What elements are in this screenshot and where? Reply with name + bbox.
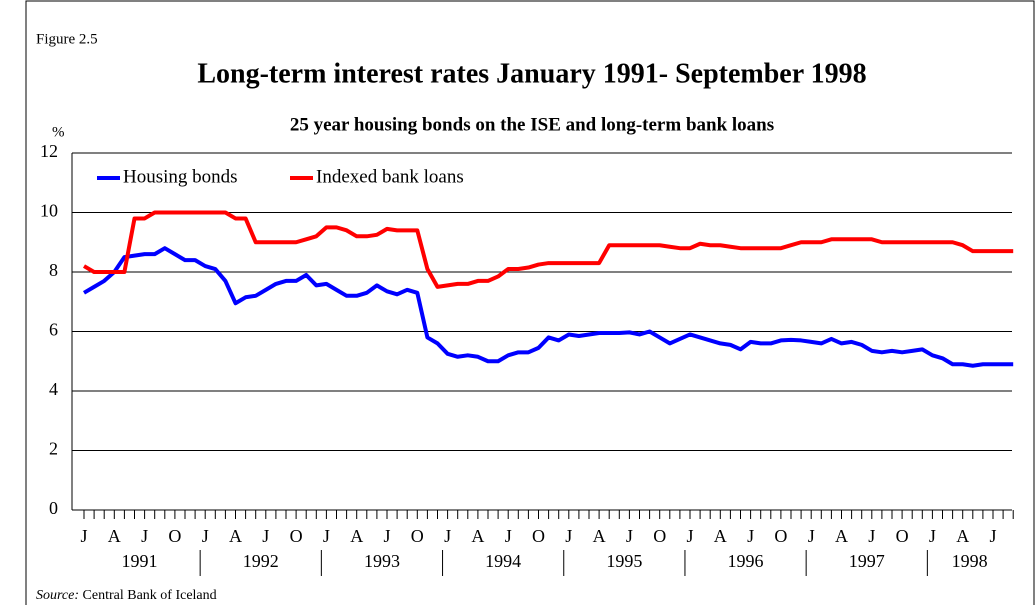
year-label: 1998: [952, 551, 988, 571]
x-tick-label: J: [323, 526, 330, 546]
y-tick-label: 2: [49, 439, 58, 459]
x-tick-label: O: [168, 526, 181, 546]
figure-label: Figure 2.5: [36, 31, 98, 47]
x-tick-label: J: [383, 526, 390, 546]
x-tick-label: A: [956, 526, 969, 546]
chart-title: Long-term interest rates January 1991- S…: [197, 58, 866, 89]
frame: [25, 0, 1035, 605]
x-tick-label: J: [868, 526, 875, 546]
x-tick-label: J: [444, 526, 451, 546]
year-label: 1997: [849, 551, 885, 571]
x-tick-label: O: [411, 526, 424, 546]
x-tick-label: J: [626, 526, 633, 546]
x-tick-label: J: [989, 526, 996, 546]
x-tick-label: J: [808, 526, 815, 546]
x-tick-label: J: [505, 526, 512, 546]
year-label: 1992: [243, 551, 279, 571]
y-tick-label: 8: [49, 260, 58, 280]
x-tick-label: O: [290, 526, 303, 546]
series-line: [82, 246, 1014, 368]
x-tick-label: J: [565, 526, 572, 546]
x-tick-label: J: [686, 526, 693, 546]
y-tick-label: 4: [49, 379, 58, 399]
year-label: 1994: [485, 551, 521, 571]
y-tick-label: 0: [49, 498, 58, 518]
source-label: Source:: [36, 588, 79, 603]
y-tick-label: 10: [40, 201, 58, 221]
x-tick-label: J: [80, 526, 87, 546]
year-label: 1996: [728, 551, 764, 571]
chart-subtitle: 25 year housing bonds on the ISE and lon…: [290, 114, 774, 135]
x-tick-label: A: [108, 526, 121, 546]
source-text: Central Bank of Iceland: [83, 588, 217, 603]
x-tick-label: A: [593, 526, 606, 546]
x-tick-label: O: [896, 526, 909, 546]
x-tick-label: A: [471, 526, 484, 546]
x-tick-label: A: [714, 526, 727, 546]
source: Source: Central Bank of Iceland: [36, 588, 217, 603]
year-label: 1995: [606, 551, 642, 571]
y-tick-label: 6: [49, 320, 58, 340]
x-tick-label: O: [532, 526, 545, 546]
legend-label: Housing bonds: [123, 166, 238, 187]
x-tick-label: A: [835, 526, 848, 546]
year-label: 1993: [364, 551, 400, 571]
x-tick-label: O: [653, 526, 666, 546]
x-tick-label: J: [141, 526, 148, 546]
x-tick-label: J: [929, 526, 936, 546]
y-tick-label: 12: [40, 141, 58, 161]
x-tick-label: A: [350, 526, 363, 546]
year-label: 1991: [122, 551, 158, 571]
x-tick-label: J: [747, 526, 754, 546]
x-tick-label: J: [202, 526, 209, 546]
legend-label: Indexed bank loans: [316, 166, 464, 187]
series-line: [82, 210, 1014, 289]
y-unit: %: [52, 124, 65, 140]
x-tick-label: J: [262, 526, 269, 546]
x-tick-label: O: [774, 526, 787, 546]
x-tick-label: A: [229, 526, 242, 546]
